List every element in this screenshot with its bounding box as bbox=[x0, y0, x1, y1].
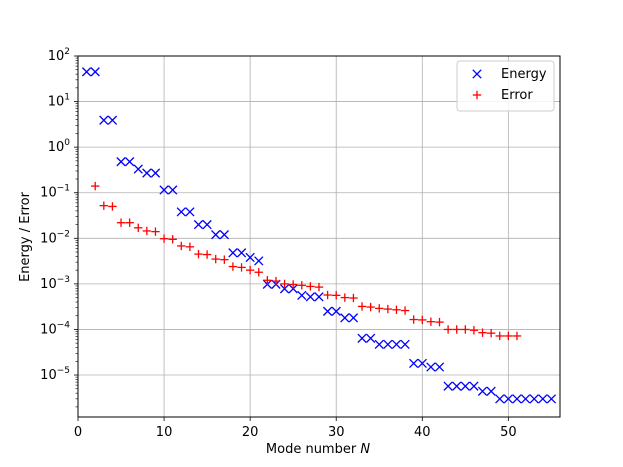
energy-point bbox=[99, 115, 109, 125]
series-energy bbox=[81, 67, 557, 404]
energy-point bbox=[383, 339, 393, 350]
x-axis-label: Mode number N bbox=[266, 442, 370, 457]
x-tick-label: 40 bbox=[414, 425, 431, 440]
legend-error-label: Error bbox=[501, 88, 533, 103]
energy-point bbox=[116, 157, 126, 167]
energy-point bbox=[159, 185, 169, 195]
energy-point bbox=[400, 339, 410, 350]
energy-point bbox=[538, 394, 548, 404]
energy-point bbox=[452, 381, 462, 391]
y-tick-label: 102 bbox=[48, 47, 70, 64]
energy-point bbox=[176, 207, 186, 217]
x-tick-label: 20 bbox=[242, 425, 259, 440]
y-axis-label: Energy / Error bbox=[18, 191, 33, 282]
energy-point bbox=[340, 313, 350, 323]
energy-point bbox=[443, 381, 453, 391]
y-tick-label: 101 bbox=[48, 93, 70, 110]
energy-point bbox=[228, 248, 238, 258]
plot-frame bbox=[77, 55, 561, 418]
legend-error-marker bbox=[472, 90, 482, 100]
energy-point bbox=[512, 394, 522, 404]
energy-point bbox=[391, 339, 402, 350]
energy-point bbox=[348, 313, 359, 323]
legend: Energy Error bbox=[456, 60, 555, 112]
energy-point bbox=[185, 207, 195, 217]
energy-point bbox=[90, 67, 100, 77]
energy-point bbox=[133, 164, 143, 174]
energy-point bbox=[219, 230, 229, 240]
energy-point bbox=[331, 306, 341, 316]
energy-point bbox=[503, 394, 514, 404]
energy-point bbox=[305, 292, 316, 302]
y-tick-label: 10−3 bbox=[40, 275, 70, 292]
energy-point bbox=[211, 230, 221, 240]
legend-energy-marker bbox=[472, 69, 482, 79]
energy-point bbox=[297, 290, 307, 301]
energy-point bbox=[374, 339, 384, 350]
energy-point bbox=[365, 333, 376, 343]
energy-point bbox=[460, 381, 470, 391]
energy-point bbox=[477, 386, 488, 396]
energy-point bbox=[124, 157, 135, 167]
energy-point bbox=[314, 292, 324, 302]
energy-point bbox=[469, 381, 479, 391]
energy-point bbox=[150, 168, 161, 178]
energy-point bbox=[426, 362, 436, 372]
energy-point bbox=[107, 115, 118, 125]
y-tick-label: 10−4 bbox=[40, 320, 70, 337]
energy-point bbox=[142, 168, 152, 178]
y-tick-label: 100 bbox=[48, 138, 71, 155]
energy-point bbox=[202, 219, 212, 230]
energy-point bbox=[81, 67, 92, 77]
y-axis-ticks: 10−5 10−4 10−3 10−2 10−1 100 101 102 bbox=[40, 47, 78, 408]
legend-box bbox=[456, 60, 555, 112]
energy-point bbox=[495, 394, 505, 404]
series-error bbox=[91, 181, 522, 341]
x-tick-label: 50 bbox=[500, 425, 517, 440]
energy-point bbox=[236, 248, 247, 258]
energy-point bbox=[279, 284, 290, 294]
x-tick-label: 30 bbox=[328, 425, 345, 440]
energy-point bbox=[288, 284, 298, 294]
energy-point bbox=[546, 394, 557, 404]
energy-point bbox=[520, 394, 531, 404]
series-layer bbox=[81, 67, 557, 404]
energy-point bbox=[322, 306, 333, 316]
x-axis-ticks: 0 10 20 30 40 50 bbox=[74, 417, 517, 440]
energy-point bbox=[409, 358, 419, 369]
energy-point bbox=[417, 358, 427, 369]
y-tick-label: 10−5 bbox=[40, 366, 70, 383]
x-tick-label: 0 bbox=[74, 425, 82, 440]
energy-point bbox=[486, 386, 496, 396]
legend-energy-label: Energy bbox=[501, 67, 547, 82]
energy-point bbox=[168, 185, 178, 195]
x-tick-label: 10 bbox=[156, 425, 173, 440]
energy-point bbox=[193, 219, 204, 230]
legend-marker-stroke bbox=[472, 69, 482, 79]
energy-point bbox=[434, 362, 445, 372]
y-tick-label: 10−2 bbox=[40, 229, 70, 246]
energy-point bbox=[529, 394, 539, 404]
y-tick-label: 10−1 bbox=[40, 184, 70, 201]
energy-point bbox=[254, 256, 264, 266]
energy-point bbox=[245, 252, 255, 263]
energy-point bbox=[357, 333, 367, 343]
